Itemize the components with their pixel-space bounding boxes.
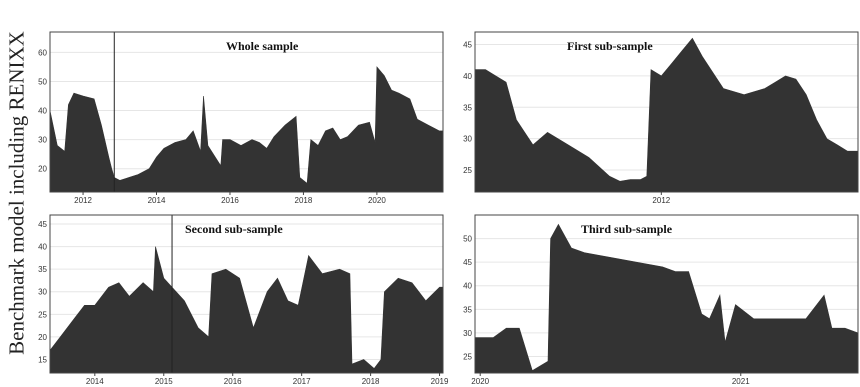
panel-frame	[49, 31, 444, 193]
y-tick-label: 25	[38, 310, 47, 319]
y-tick-label: 45	[463, 258, 472, 267]
x-tick-label: 2014	[86, 377, 104, 386]
x-tick-label: 2017	[293, 377, 311, 386]
y-tick-label: 60	[38, 48, 47, 57]
x-tick-label: 2014	[148, 196, 166, 205]
area-series	[49, 66, 444, 193]
y-tick-label: 40	[463, 282, 472, 291]
y-axis-label-container: Benchmark model including RENIXX	[0, 0, 34, 387]
y-tick-label: 15	[38, 355, 47, 364]
y-tick-label: 35	[38, 265, 47, 274]
x-tick-label: 2021	[732, 377, 750, 386]
y-tick-label: 30	[38, 288, 47, 297]
y-tick-label: 35	[463, 103, 472, 112]
x-tick-label: 2012	[74, 196, 92, 205]
y-axis-label: Benchmark model including RENIXX	[4, 31, 29, 355]
x-tick-label: 2018	[362, 377, 380, 386]
panel-title: Third sub-sample	[581, 222, 673, 236]
panel-frame	[474, 214, 859, 374]
x-tick-label: 2019	[431, 377, 449, 386]
y-tick-label: 35	[463, 305, 472, 314]
y-tick-label: 50	[38, 77, 47, 86]
panel-frame	[474, 31, 859, 193]
x-tick-label: 2012	[652, 196, 670, 205]
area-series	[474, 223, 859, 374]
y-tick-label: 40	[38, 243, 47, 252]
y-tick-label: 50	[463, 235, 472, 244]
x-tick-label: 2020	[471, 377, 489, 386]
panel-title: Second sub-sample	[185, 222, 283, 236]
y-tick-label: 25	[463, 352, 472, 361]
area-series	[474, 37, 859, 193]
y-tick-label: 25	[463, 166, 472, 175]
panel-title: Whole sample	[226, 39, 299, 53]
y-tick-label: 20	[38, 333, 47, 342]
y-tick-label: 40	[38, 107, 47, 116]
y-tick-label: 20	[38, 165, 47, 174]
x-tick-label: 2016	[221, 196, 239, 205]
panel-title: First sub-sample	[567, 39, 653, 53]
x-tick-label: 2018	[295, 196, 313, 205]
y-tick-label: 30	[463, 329, 472, 338]
y-tick-label: 45	[38, 220, 47, 229]
panel-frame	[49, 214, 444, 374]
x-tick-label: 2020	[368, 196, 386, 205]
y-tick-label: 40	[463, 72, 472, 81]
x-tick-label: 2015	[155, 377, 173, 386]
y-tick-label: 30	[463, 135, 472, 144]
x-tick-label: 2016	[224, 377, 242, 386]
area-series	[49, 246, 444, 374]
y-tick-label: 30	[38, 136, 47, 145]
y-tick-label: 45	[463, 41, 472, 50]
